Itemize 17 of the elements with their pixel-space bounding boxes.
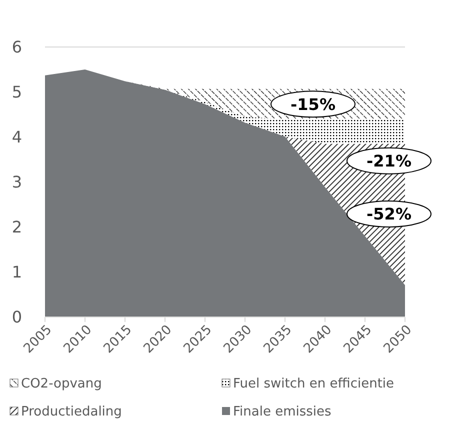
y-tick-label: 0 [12,308,22,327]
y-tick-label: 4 [12,128,22,147]
legend-label: Finale emissies [233,404,332,420]
legend-label: CO2-opvang [21,376,102,392]
y-tick-label: 1 [12,262,22,282]
annotation: -15% [290,94,336,114]
y-tick-label: 6 [12,38,22,57]
y-tick-label: 3 [12,172,22,192]
oval-callout: -52% [346,200,432,228]
y-tick-label: 5 [12,82,22,102]
oval-callout: -15% [270,90,356,118]
annotation: -21% [366,152,412,171]
oval-callout: -21% [346,147,432,174]
y-tick-label: 2 [12,218,22,237]
annotation: -52% [366,204,412,224]
legend-label: Fuel switch en efficientie [233,376,394,392]
legend-label: Productiedaling [21,404,122,420]
